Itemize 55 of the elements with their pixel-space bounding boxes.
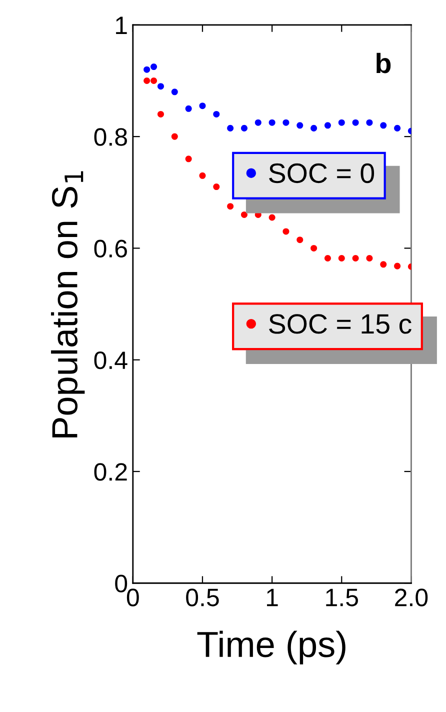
- x-tick-label: 0.5: [186, 588, 219, 606]
- point: [310, 244, 318, 252]
- y-tick-label: 0.8: [94, 128, 127, 146]
- point: [352, 254, 359, 262]
- point: [185, 105, 192, 112]
- point: [394, 262, 401, 270]
- point: [282, 119, 290, 126]
- x-axis-title: Time (ps): [197, 630, 346, 664]
- y-tick-label: 0: [115, 574, 128, 592]
- point: [380, 122, 387, 129]
- point: [213, 110, 220, 118]
- point: [144, 66, 150, 73]
- point: [296, 122, 304, 129]
- point: [254, 119, 262, 126]
- point: [227, 124, 234, 132]
- point: [199, 172, 206, 179]
- y-axis-title: Population on S$_{1}$: [51, 171, 85, 438]
- point: [199, 102, 206, 110]
- legend-label: SOC = 0: [269, 163, 374, 184]
- point: [282, 228, 290, 235]
- point: [352, 119, 359, 126]
- y-tick-label: 0.4: [94, 351, 128, 370]
- point: [144, 77, 150, 84]
- point: [338, 254, 345, 262]
- point: [157, 110, 164, 118]
- point: [380, 261, 387, 268]
- point: [171, 88, 178, 96]
- point: [150, 77, 158, 84]
- annotation: b: [376, 52, 391, 74]
- point: [268, 119, 276, 126]
- x-tick-label: 2.0: [395, 588, 428, 606]
- point: [296, 236, 304, 244]
- point: [366, 254, 373, 262]
- point: [366, 119, 373, 126]
- x-tick-label: 1: [267, 588, 278, 606]
- point: [213, 184, 220, 190]
- point: [310, 124, 318, 132]
- legend-label: SOC = 15 c: [269, 314, 412, 334]
- point: [240, 211, 248, 218]
- point: [324, 254, 331, 262]
- x-tick-label: 1.5: [326, 588, 358, 606]
- y-tick-label: 0.2: [94, 463, 127, 481]
- x-tick-label: 0: [126, 588, 139, 606]
- y-tick-label: 0.6: [94, 240, 127, 258]
- point: [150, 64, 158, 70]
- point: [185, 156, 192, 162]
- point: [324, 122, 331, 129]
- point: [227, 203, 234, 210]
- point: [394, 124, 401, 132]
- point: [171, 133, 178, 140]
- point: [240, 124, 248, 132]
- point: [157, 83, 164, 90]
- point: [338, 119, 345, 126]
- point: [268, 214, 276, 221]
- y-tick-label: 1: [116, 16, 127, 34]
